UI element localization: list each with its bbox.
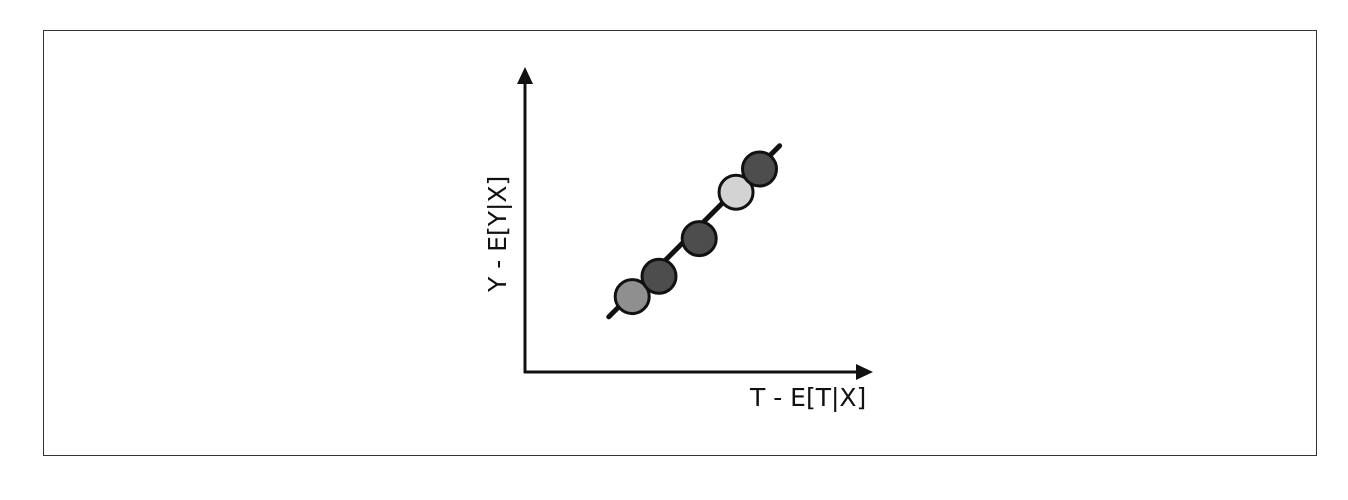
scatter-points: [613, 150, 778, 316]
y-axis-label: Y - E[Y|X]: [483, 176, 512, 293]
scatter-point-2: [640, 257, 678, 295]
y-axis-arrowhead: [517, 67, 533, 84]
scatter-point-3: [680, 220, 718, 258]
scatter-point-5: [741, 150, 778, 188]
scatter-point-1: [613, 278, 651, 316]
x-axis-arrowhead: [856, 364, 873, 380]
scatter-point-4: [717, 173, 755, 211]
x-axis-label: T - E[T|X]: [749, 383, 866, 412]
